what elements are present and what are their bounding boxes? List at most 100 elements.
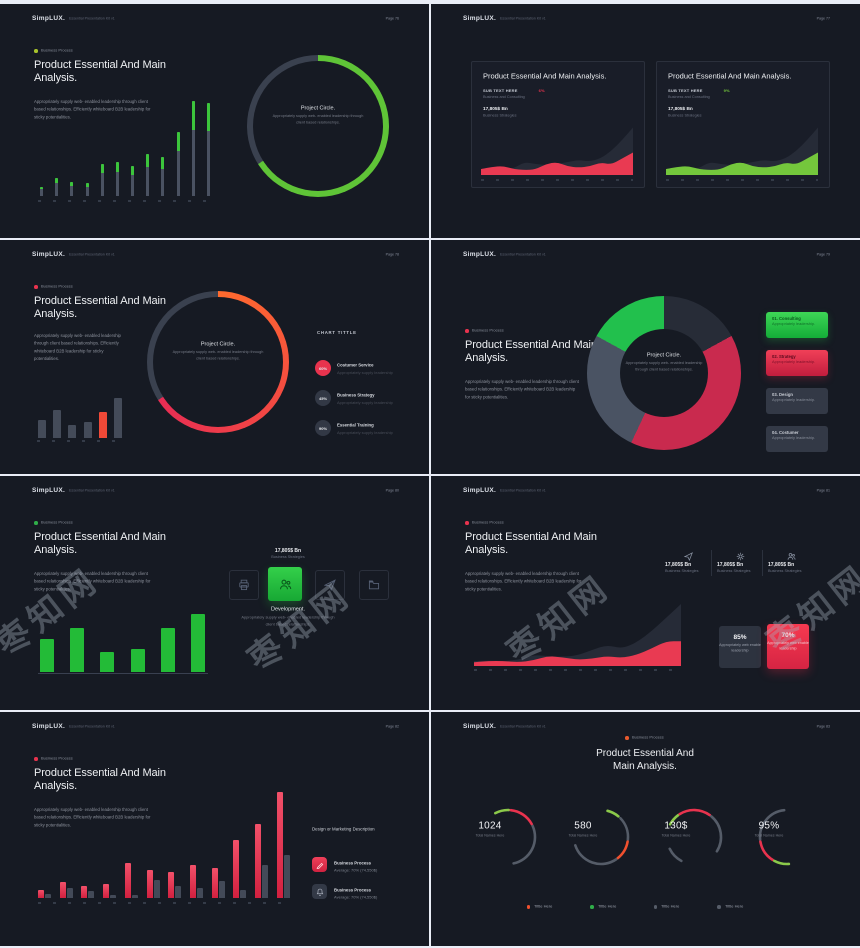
gauge-label: Total Names Here [754,832,784,838]
slide-4[interactable]: SimpLUX. Essential Presentation Kit v1 P… [431,240,860,474]
legend-item: Business Process Average: 70% (74,550$) [312,884,414,914]
brand-subtitle: Essential Presentation Kit v1 [69,16,115,21]
slide-6[interactable]: SimpLUX. Essential Presentation Kit v1 P… [431,476,860,710]
card-text: Product Essential And Main Analysis. SUB… [668,72,822,163]
page-number: Page 78 [385,252,399,257]
card-text: Product Essential And Main Analysis. SUB… [483,72,637,163]
feature-text: Development. Appropriately supply web- en… [238,606,338,649]
slide-title: Product Essential And Main Analysis. [465,531,597,556]
page-number: Page 82 [385,724,399,729]
tag-dot [465,329,469,333]
x-axis-ticks [474,669,681,671]
slide-header: SimpLUX. Essential Presentation Kit v1 P… [32,723,399,735]
slide-header: SimpLUX. Essential Presentation Kit v1 P… [463,251,830,263]
mini-bar-chart [38,398,122,438]
card-stat-caption: Business Strategies [668,113,702,118]
page-number: Page 81 [816,488,830,493]
bell-icon [312,884,327,899]
stat-column: 17,805$ Bn Business Strategies [768,562,802,573]
x-axis-ticks [666,179,818,181]
card-stat: 17,805$ Bn [668,106,693,112]
gauge-value: 580 [574,819,592,831]
divider [762,550,763,576]
brand-logo: SimpLUX. [32,15,66,22]
area-chart [474,604,681,666]
donut-caption: Appropriately supply web- enabled leader… [272,113,364,125]
tag-dot [34,49,38,53]
stat-card[interactable]: Product Essential And Main Analysis. SUB… [471,61,645,188]
brand-subtitle: Essential Presentation Kit v1 [500,488,546,493]
legend-sub: Appropriately supply leadership [337,370,393,376]
legend-dot [717,905,721,909]
tag-label: Business Process [40,520,73,525]
donut-chart: Project Circle. Appropriately supply web… [147,291,289,433]
percent-box-highlight: 70% Appropriately web enable leadership [767,624,809,669]
feature-box[interactable] [359,570,389,600]
brand-subtitle: Essential Presentation Kit v1 [500,724,546,729]
page-number: Page 77 [816,16,830,21]
card-sub-caption: Business and Consulting [483,94,525,100]
donut-caption: Appropriately supply web- enabled leader… [625,360,703,372]
percent-value: 70% [781,631,795,639]
slide-7[interactable]: SimpLUX. Essential Presentation Kit v1 P… [0,712,429,946]
area-chart [666,125,818,175]
slide-1[interactable]: SimpLUX. Essential Presentation Kit v1 P… [0,4,429,238]
gauge-value: 95% [758,819,780,831]
percent-value: 85% [733,633,747,641]
gauge-label: Total Names Here [568,832,598,838]
legend-title: Business Process [334,887,372,893]
x-axis-ticks [38,200,212,202]
legend-average: Average: 70% (74,550$) [334,868,378,873]
divider [711,550,712,576]
brand-logo: SimpLUX. [463,487,497,494]
card-title: Product Essential And Main Analysis. [483,72,607,81]
card-percent: 6% [538,88,545,94]
slide-5[interactable]: SimpLUX. Essential Presentation Kit v1 P… [0,476,429,710]
slide-header: SimpLUX. Essential Presentation Kit v1 P… [463,15,830,27]
slide-body: Appropriately supply web- enabled leader… [34,99,151,120]
stat-card[interactable]: Product Essential And Main Analysis. SUB… [656,61,830,188]
gauge-chart: 1024 Total Names Here [472,801,544,873]
brand-subtitle: Essential Presentation Kit v1 [69,724,115,729]
legend-dot [590,905,594,909]
chart-title: CHART TITTLE [317,330,357,335]
donut-chart: Project Circle. Appropriately supply web… [247,55,389,197]
tag-label: Business Process [40,48,73,53]
legend-item: 45% Business Strategy Appropriately suppl… [315,390,421,423]
slide-header: SimpLUX. Essential Presentation Kit v1 P… [32,251,399,263]
slide-body: Appropriately supply web- enabled leader… [465,379,579,400]
feature-box-active[interactable] [268,567,302,601]
x-axis [38,673,208,674]
tag-dot [34,757,38,761]
card-title: Product Essential And Main Analysis. [668,72,792,81]
legend-chip-consulting[interactable]: 01. Consulting Appropriately leadership. [766,312,828,338]
legend-item: Tittle Here [526,904,575,913]
donut-title: Project Circle. [646,352,682,359]
tag-label: Business Process [471,520,504,525]
card-sub-label: SUB TEXT HERE [668,88,703,94]
page-number: Page 79 [816,252,830,257]
slide-8[interactable]: SimpLUX. Essential Presentation Kit v1 P… [431,712,860,946]
slide-title: Product Essential And Main Analysis. [34,295,166,320]
slide-2[interactable]: SimpLUX. Essential Presentation Kit v1 P… [431,4,860,238]
legend-chip-design[interactable]: 03. Design Appropriately leadership. [766,388,828,414]
x-axis-ticks [481,179,633,181]
donut-title: Project Circle. [300,105,336,112]
brand-logo: SimpLUX. [32,723,66,730]
area-chart [481,125,633,175]
stat-column-icon [683,548,693,566]
gauge-chart: 95% Total Names Here [751,801,823,873]
slide-3[interactable]: SimpLUX. Essential Presentation Kit v1 P… [0,240,429,474]
gauge-value: 1024 [478,819,502,831]
legend-chip-strategy[interactable]: 02. Strategy Appropriately leadership. [766,350,828,376]
tag-dot [625,736,629,740]
donut-caption: Appropriately supply web- enabled leader… [172,349,264,361]
folder-icon [368,580,380,590]
legend-chip-costumer[interactable]: 04. Costumer Appropriately leadership. [766,426,828,452]
legend-title: Costumer Service [337,362,374,368]
feature-box[interactable] [229,570,259,600]
slide-title: Product Essential And Main Analysis. [34,531,166,556]
legend-title: Essential Training [337,422,374,428]
feature-box[interactable] [315,570,345,600]
stat-value: 17,805$ Bn [274,548,302,554]
